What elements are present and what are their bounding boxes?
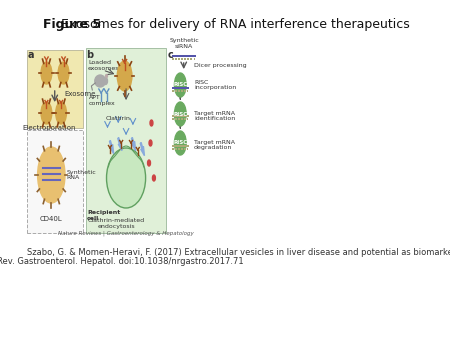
FancyBboxPatch shape: [181, 118, 182, 120]
Ellipse shape: [107, 148, 146, 208]
FancyBboxPatch shape: [187, 147, 188, 149]
FancyBboxPatch shape: [27, 130, 83, 233]
Circle shape: [148, 160, 150, 166]
FancyBboxPatch shape: [179, 118, 180, 120]
FancyBboxPatch shape: [194, 57, 195, 59]
FancyBboxPatch shape: [182, 57, 183, 59]
FancyBboxPatch shape: [176, 57, 177, 59]
FancyBboxPatch shape: [179, 57, 180, 59]
FancyBboxPatch shape: [173, 90, 175, 92]
FancyBboxPatch shape: [86, 48, 166, 233]
FancyBboxPatch shape: [182, 90, 183, 92]
Text: Clathrin-mediated
endocytosis: Clathrin-mediated endocytosis: [88, 218, 145, 229]
FancyBboxPatch shape: [181, 90, 182, 92]
FancyBboxPatch shape: [175, 118, 176, 120]
FancyBboxPatch shape: [193, 57, 194, 59]
Text: Recipient
cell: Recipient cell: [87, 210, 120, 221]
Circle shape: [38, 147, 65, 203]
FancyBboxPatch shape: [187, 90, 188, 92]
FancyBboxPatch shape: [182, 147, 183, 149]
Circle shape: [175, 131, 186, 155]
Circle shape: [41, 62, 52, 84]
FancyBboxPatch shape: [181, 147, 182, 149]
FancyBboxPatch shape: [172, 87, 189, 89]
Text: RISC
incorporation: RISC incorporation: [194, 80, 236, 90]
FancyBboxPatch shape: [179, 147, 180, 149]
Circle shape: [153, 175, 155, 181]
Text: Loaded
exosomes: Loaded exosomes: [88, 60, 119, 71]
FancyBboxPatch shape: [176, 118, 177, 120]
FancyBboxPatch shape: [172, 118, 173, 120]
FancyBboxPatch shape: [27, 50, 83, 128]
FancyBboxPatch shape: [181, 57, 182, 59]
Text: Exosome: Exosome: [64, 91, 96, 97]
Ellipse shape: [104, 77, 108, 84]
Text: RISC: RISC: [173, 141, 187, 145]
Text: Nature Reviews | Gastroenterology & Hepatology: Nature Reviews | Gastroenterology & Hepa…: [58, 231, 194, 236]
Circle shape: [149, 140, 152, 146]
Circle shape: [175, 102, 186, 126]
Text: RISC: RISC: [173, 82, 187, 88]
FancyBboxPatch shape: [172, 57, 173, 59]
Text: a: a: [28, 50, 34, 60]
FancyBboxPatch shape: [172, 115, 189, 117]
FancyBboxPatch shape: [179, 90, 180, 92]
FancyBboxPatch shape: [185, 90, 186, 92]
FancyBboxPatch shape: [178, 57, 179, 59]
Text: Dicer processing: Dicer processing: [194, 64, 247, 69]
FancyBboxPatch shape: [175, 90, 176, 92]
Circle shape: [150, 120, 153, 126]
Circle shape: [117, 61, 132, 91]
Text: Target mRNA
degradation: Target mRNA degradation: [194, 140, 235, 150]
FancyBboxPatch shape: [185, 57, 186, 59]
FancyBboxPatch shape: [172, 90, 173, 92]
FancyArrow shape: [131, 138, 135, 151]
Text: Synthetic
RNA: Synthetic RNA: [67, 170, 96, 180]
Text: Electroporation: Electroporation: [22, 125, 76, 131]
Text: RISC: RISC: [173, 112, 187, 117]
FancyBboxPatch shape: [185, 147, 186, 149]
Ellipse shape: [106, 74, 108, 77]
Text: Synthetic
siRNA: Synthetic siRNA: [169, 38, 199, 49]
Text: Nat. Rev. Gastroenterol. Hepatol. doi:10.1038/nrgastro.2017.71: Nat. Rev. Gastroenterol. Hepatol. doi:10…: [0, 257, 243, 266]
Text: Clathrin: Clathrin: [106, 116, 131, 121]
FancyBboxPatch shape: [191, 57, 192, 59]
FancyBboxPatch shape: [176, 90, 177, 92]
FancyBboxPatch shape: [189, 57, 190, 59]
FancyBboxPatch shape: [173, 147, 175, 149]
FancyBboxPatch shape: [178, 90, 179, 92]
FancyArrow shape: [109, 141, 114, 154]
FancyBboxPatch shape: [172, 54, 196, 57]
Text: Szabo, G. & Momen-Heravi, F. (2017) Extracellular vesicles in liver disease and : Szabo, G. & Momen-Heravi, F. (2017) Extr…: [27, 248, 450, 257]
FancyBboxPatch shape: [173, 57, 175, 59]
Text: APT
complex: APT complex: [89, 95, 116, 106]
FancyArrow shape: [118, 138, 122, 151]
Text: b: b: [86, 50, 94, 60]
FancyBboxPatch shape: [176, 147, 177, 149]
FancyBboxPatch shape: [187, 118, 188, 120]
FancyBboxPatch shape: [187, 57, 188, 59]
FancyBboxPatch shape: [182, 118, 183, 120]
FancyBboxPatch shape: [172, 147, 173, 149]
Circle shape: [56, 102, 67, 124]
Text: Target mRNA
identification: Target mRNA identification: [194, 111, 235, 121]
Text: CD40L: CD40L: [40, 216, 63, 222]
FancyBboxPatch shape: [172, 145, 189, 147]
Text: Figure 5: Figure 5: [43, 18, 101, 31]
Circle shape: [58, 62, 69, 84]
FancyBboxPatch shape: [178, 118, 179, 120]
FancyBboxPatch shape: [175, 57, 176, 59]
Circle shape: [41, 102, 52, 124]
Text: Exosomes for delivery of RNA interference therapeutics: Exosomes for delivery of RNA interferenc…: [57, 18, 410, 31]
FancyBboxPatch shape: [178, 147, 179, 149]
FancyBboxPatch shape: [175, 147, 176, 149]
FancyArrow shape: [140, 143, 144, 156]
FancyBboxPatch shape: [173, 118, 175, 120]
Circle shape: [175, 73, 186, 97]
Ellipse shape: [95, 75, 106, 87]
FancyBboxPatch shape: [188, 57, 189, 59]
Text: c: c: [167, 50, 173, 60]
FancyBboxPatch shape: [185, 118, 186, 120]
